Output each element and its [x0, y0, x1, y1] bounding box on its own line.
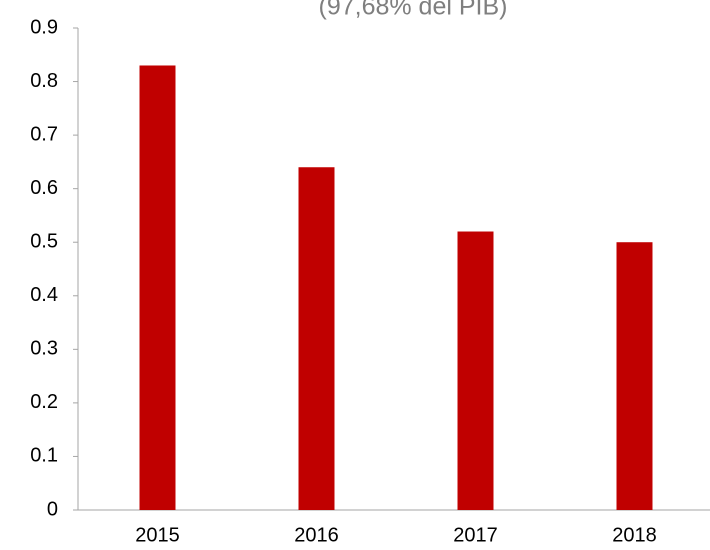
x-tick-label: 2015	[135, 524, 180, 546]
x-tick-label: 2017	[453, 524, 498, 546]
y-tick-label: 0.8	[30, 70, 58, 92]
x-tick-label: 2016	[294, 524, 339, 546]
y-tick-label: 0.7	[30, 123, 58, 145]
bar	[139, 65, 176, 510]
y-tick-label: 0.4	[30, 284, 58, 306]
bar	[298, 167, 335, 510]
y-tick-label: 0.2	[30, 391, 58, 413]
chart-title: (97,68% del PIB)	[319, 0, 508, 21]
y-tick-label: 0.3	[30, 338, 58, 360]
x-tick-label: 2018	[612, 524, 657, 546]
y-tick-label: 0.1	[30, 445, 58, 467]
y-tick-label: 0.9	[30, 16, 58, 38]
y-tick-label: 0	[47, 498, 58, 520]
y-tick-label: 0.5	[30, 231, 58, 253]
bar	[616, 242, 653, 510]
y-tick-label: 0.6	[30, 177, 58, 199]
bar	[457, 231, 494, 510]
